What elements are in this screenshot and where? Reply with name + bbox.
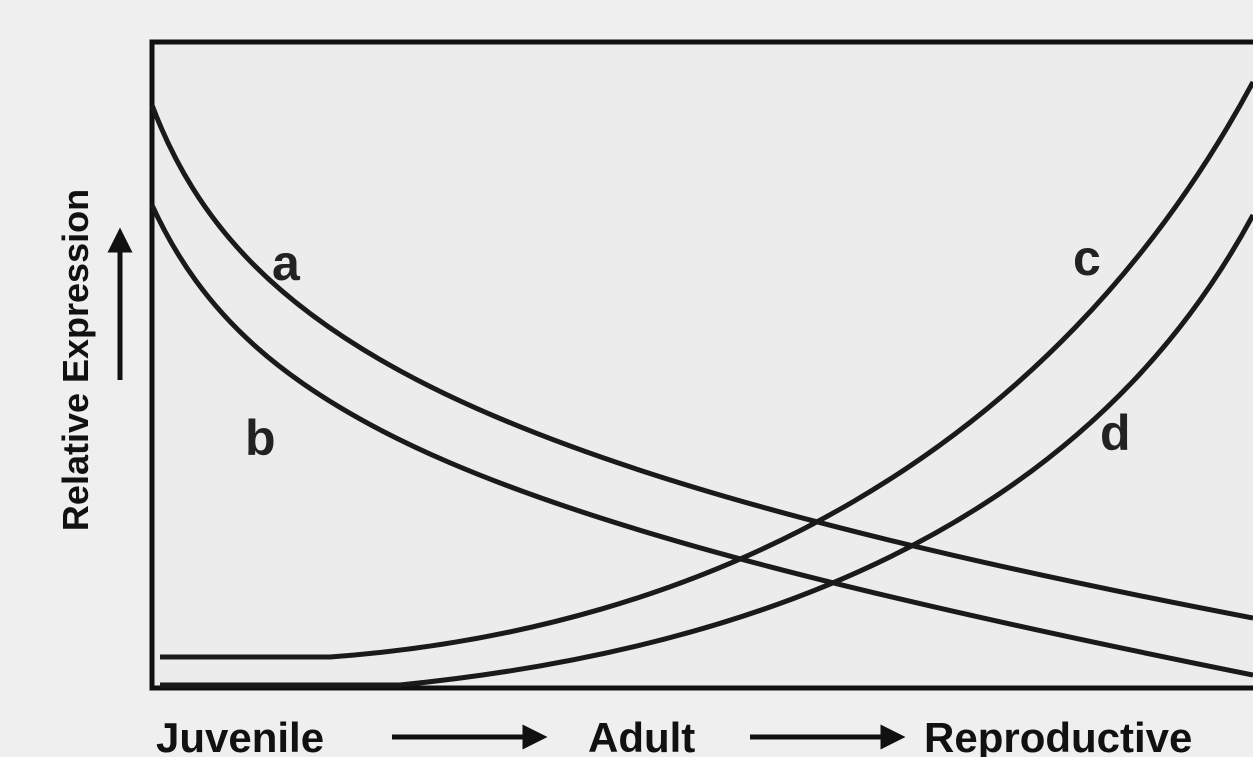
curve-label: c xyxy=(1073,230,1101,286)
curve-d xyxy=(160,213,1253,688)
curve-b xyxy=(149,203,1253,678)
curve-a xyxy=(149,104,1253,621)
stage-label: Juvenile xyxy=(156,714,324,757)
y-axis-label: Relative Expression xyxy=(55,189,96,531)
curve-c xyxy=(160,80,1253,660)
stage-label: Reproductive xyxy=(924,714,1192,757)
stage-label: Adult xyxy=(588,714,695,757)
curve-label: d xyxy=(1100,405,1131,461)
plot-frame xyxy=(149,39,1253,691)
curve-label: a xyxy=(272,235,301,291)
curve-label: b xyxy=(245,410,276,466)
